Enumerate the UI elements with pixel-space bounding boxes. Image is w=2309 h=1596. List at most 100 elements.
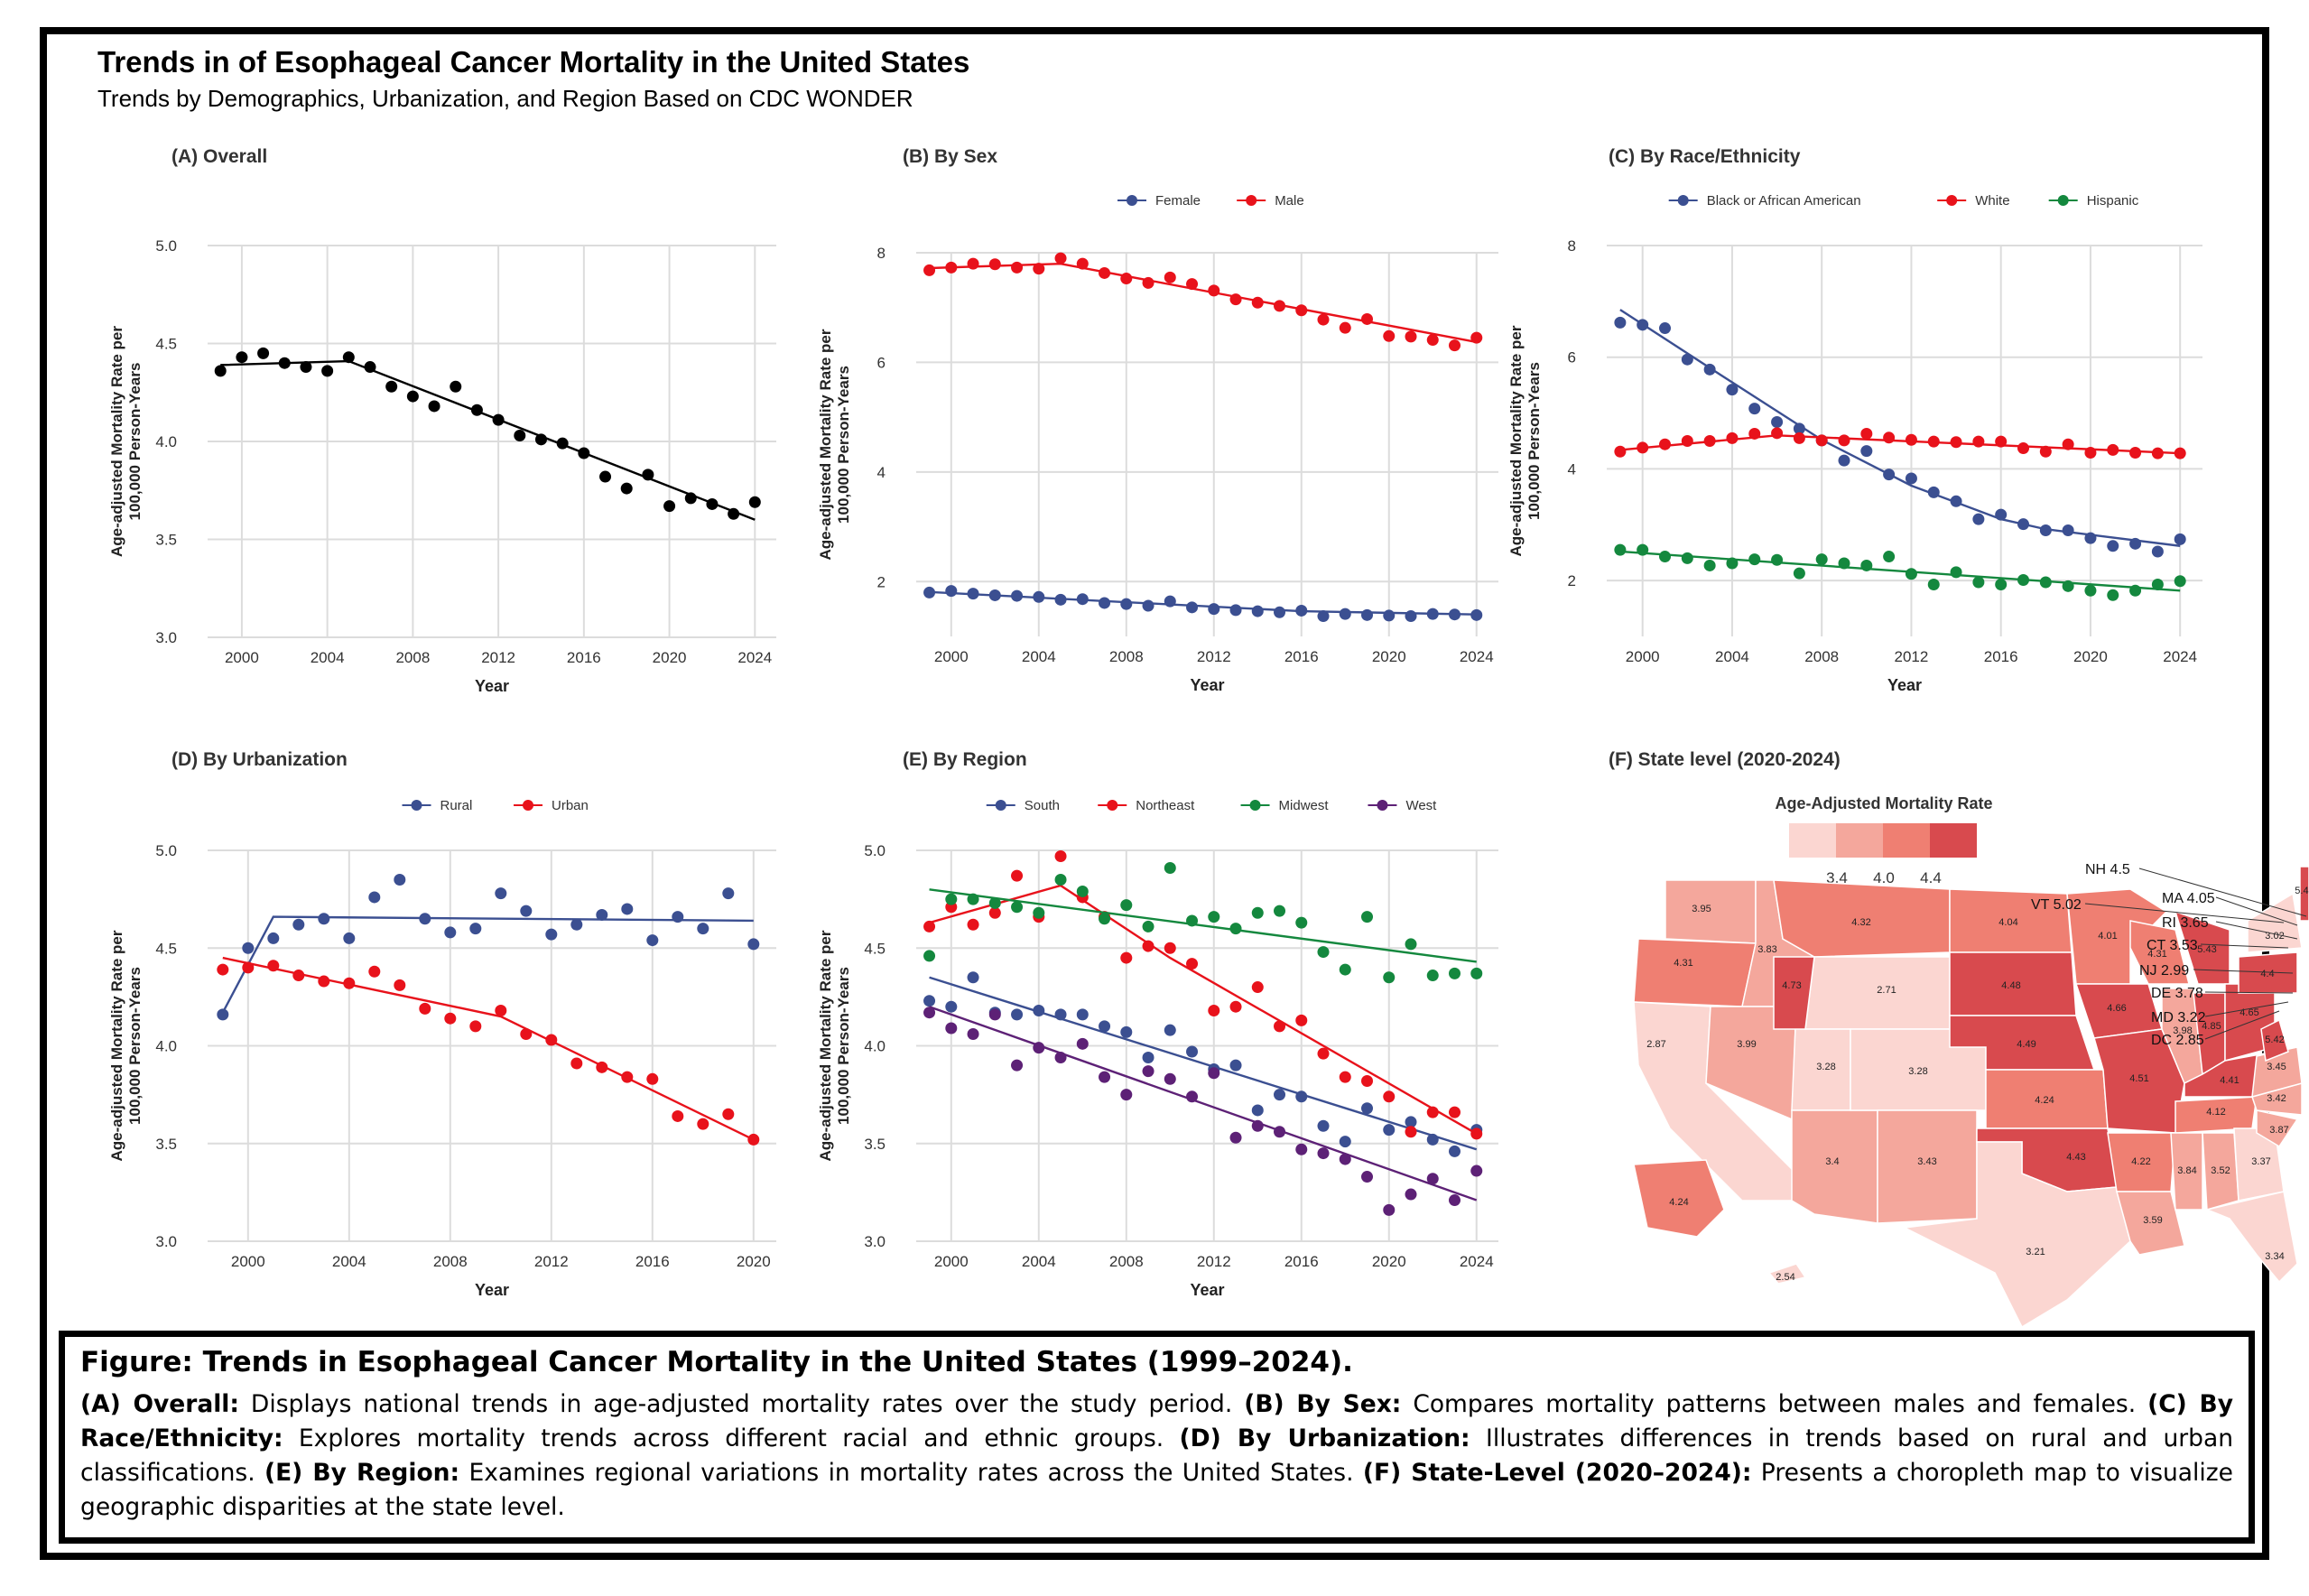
data-point (1995, 578, 2008, 590)
data-point (1838, 454, 1850, 467)
x-tick-label: 2020 (737, 1253, 771, 1270)
data-point (1681, 435, 1693, 447)
data-point (217, 963, 229, 976)
data-point (1229, 1131, 1242, 1144)
data-point (747, 1133, 760, 1146)
data-point (945, 893, 958, 905)
x-axis-label: Year (1190, 676, 1224, 694)
panel-title: (F) State level (2020-2024) (1609, 749, 1841, 770)
state-label: 4.49 (2017, 1039, 2035, 1050)
x-tick-label: 2020 (1372, 648, 1406, 665)
data-point (1905, 433, 1917, 446)
data-point (1011, 589, 1024, 602)
data-point (967, 918, 979, 931)
data-point (1383, 609, 1396, 622)
data-point (578, 447, 590, 459)
panel-d: (D) By Urbanization 2000 2004 2008 2012 2016 2… (108, 749, 776, 1299)
data-point (368, 965, 381, 978)
x-tick-label: 2000 (225, 649, 259, 666)
data-point (1470, 1165, 1483, 1177)
data-point (368, 891, 381, 904)
data-point (1883, 551, 1896, 563)
state-label: 2.54 (1776, 1272, 1794, 1283)
caption-label: (A) Overall: (80, 1390, 239, 1418)
x-tick-label: 2004 (1022, 1253, 1056, 1270)
y-tick-label: 8 (1568, 237, 1576, 255)
callout-label: DC 2.85 (2151, 1033, 2204, 1048)
state-label: 3.34 (2265, 1251, 2284, 1262)
data-point (988, 896, 1001, 909)
data-point (1637, 543, 1649, 556)
data-point (1054, 252, 1067, 264)
x-tick-label: 2016 (1284, 1253, 1319, 1270)
x-tick-label: 2020 (653, 649, 687, 666)
data-point (923, 950, 936, 962)
data-point (1426, 1106, 1439, 1118)
y-tick-label: 3.5 (155, 1136, 177, 1153)
y-tick-label: 2 (877, 573, 886, 590)
data-point (1274, 606, 1286, 618)
data-point (1972, 435, 1985, 448)
data-point (621, 903, 634, 915)
data-point (444, 1012, 457, 1025)
data-point (1449, 608, 1461, 621)
legend-label: Urban (552, 798, 589, 813)
data-point (2039, 524, 2052, 536)
trend-line (221, 915, 754, 1014)
data-point (2017, 518, 2030, 531)
y-axis-label: Age-adjusted Mortality Rate per (817, 329, 834, 560)
state-label: 4.41 (2220, 1075, 2239, 1086)
data-point (300, 361, 312, 374)
data-point (1748, 403, 1761, 415)
data-point (1295, 1090, 1308, 1103)
data-point (1164, 1072, 1176, 1085)
data-point (1614, 543, 1627, 556)
panel-title: (C) By Race/Ethnicity (1609, 146, 1801, 167)
data-point (1449, 1194, 1461, 1207)
data-point (1076, 257, 1089, 270)
data-point (1186, 1090, 1199, 1103)
data-point (1076, 1037, 1089, 1050)
callout-label: MD 3.22 (2151, 1010, 2206, 1025)
x-tick-label: 2000 (1626, 648, 1660, 665)
x-axis-label: Year (1887, 676, 1922, 694)
data-point (1449, 1106, 1461, 1118)
data-point (1614, 445, 1627, 458)
data-point (1186, 1045, 1199, 1058)
data-point (1883, 431, 1896, 444)
data-point (967, 893, 979, 905)
data-point (1011, 261, 1024, 274)
data-point (1771, 427, 1784, 440)
data-point (923, 586, 936, 598)
legend-label: South (1025, 798, 1060, 813)
trend-line (929, 888, 1477, 963)
data-point (923, 264, 936, 276)
y-tick-label: 2 (1568, 572, 1576, 589)
data-point (1164, 861, 1176, 874)
legend-marker (2057, 195, 2069, 206)
callout-label: VT 5.02 (2031, 897, 2082, 913)
data-point (444, 926, 457, 939)
data-point (1164, 595, 1176, 608)
data-point (2151, 545, 2164, 558)
data-point (1054, 593, 1067, 606)
state-label: 4.51 (2129, 1073, 2148, 1084)
caption-text: Explores mortality trends across differe… (283, 1424, 1180, 1452)
legend-swatch (1930, 823, 1977, 858)
figure-frame (40, 27, 2269, 1560)
data-point (1361, 911, 1374, 923)
data-point (1317, 1047, 1330, 1060)
data-point (697, 923, 709, 935)
data-point (385, 380, 398, 393)
data-point (1659, 551, 1672, 563)
panel-e: (E) By Region 2000 2004 2008 2012 2016 2020 202… (817, 749, 1498, 1299)
state-label: 3.4 (1825, 1156, 1839, 1167)
data-point (1033, 906, 1045, 919)
data-point (596, 1061, 608, 1073)
legend: South Northeast Midwest West (986, 798, 1437, 813)
legend: Black or African American White Hispanic (1668, 193, 2139, 209)
x-tick-label: 2012 (1197, 1253, 1231, 1270)
data-point (1011, 869, 1024, 882)
trend-line (220, 359, 756, 521)
legend-swatch (1883, 823, 1930, 858)
